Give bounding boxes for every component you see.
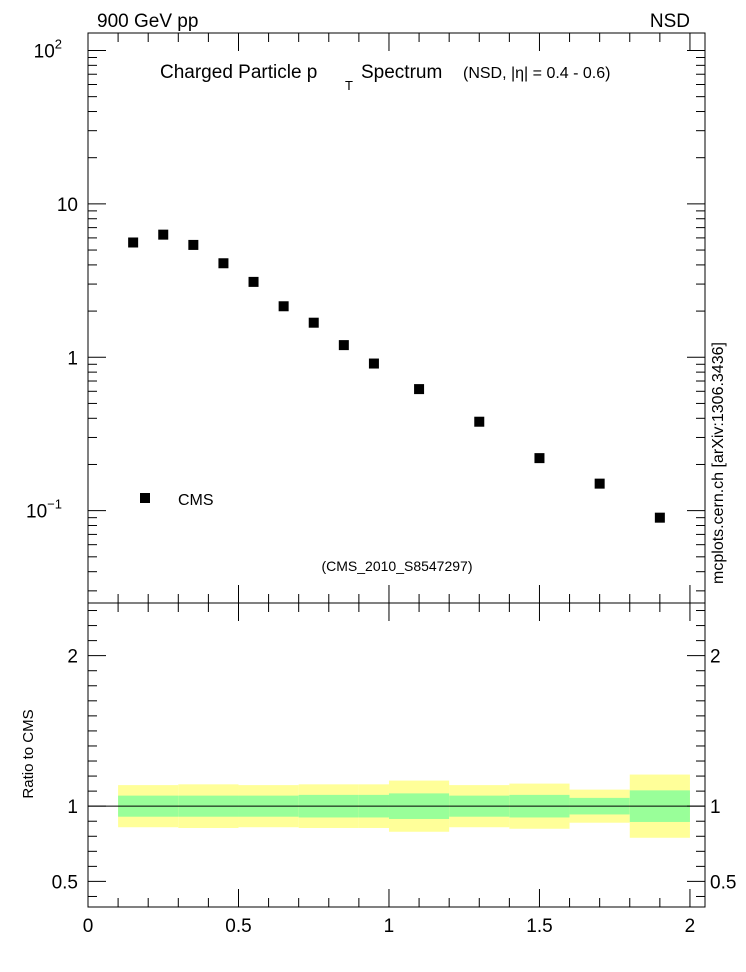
main-ytick-label: 10−1: [26, 497, 62, 523]
main-ytick-label: 10: [57, 195, 78, 216]
legend-marker: [140, 493, 150, 503]
data-point: [414, 384, 425, 395]
main-ytick-label: 1: [67, 348, 78, 369]
ratio-xtick-label: 2: [685, 916, 696, 937]
ratio-panel: 0.5 0.5 1 1 2 2 0 0.5 1 1.5 2 Ratio to CMS: [20, 602, 736, 937]
header-left: 900 GeV pp: [97, 11, 198, 32]
main-axis-ticks: 102 10 1 10−1: [26, 33, 705, 603]
data-point: [338, 340, 349, 351]
chart-title-subscript: T: [345, 78, 353, 93]
data-point: [534, 453, 545, 464]
ratio-bands: [88, 774, 705, 838]
ratio-ytick-label-left: 2: [67, 647, 78, 668]
data-point: [188, 239, 199, 250]
ratio-ylabel: Ratio to CMS: [20, 709, 37, 798]
chart-title: Charged Particle p: [160, 62, 317, 83]
data-point: [654, 512, 665, 523]
data-point: [248, 276, 259, 287]
data-point: [368, 358, 379, 369]
data-point: [594, 478, 605, 489]
ratio-ytick-label-right: 0.5: [710, 872, 736, 893]
watermark: mcplots.cern.ch [arXiv:1306.3436]: [710, 342, 727, 584]
header-right: NSD: [650, 11, 690, 32]
ratio-xtick-label: 1.5: [526, 916, 552, 937]
data-point: [474, 416, 485, 427]
ratio-ytick-label-left: 1: [67, 797, 78, 818]
data-point: [158, 229, 169, 240]
reference-label: (CMS_2010_S8547297): [322, 558, 473, 574]
data-point: [308, 317, 319, 328]
main-ytick-label: 102: [34, 36, 62, 62]
ratio-xtick-label: 0.5: [225, 916, 251, 937]
ratio-xtick-label: 0: [83, 916, 94, 937]
ratio-ytick-label-left: 0.5: [52, 872, 78, 893]
chart-title-extra: (NSD, |η| = 0.4 - 0.6): [463, 65, 610, 82]
ratio-ytick-label-right: 2: [710, 647, 721, 668]
chart-title-tail: Spectrum: [361, 62, 442, 83]
ratio-xtick-label: 1: [384, 916, 395, 937]
ratio-axis-ticks: 0.5 0.5 1 1 2 2 0 0.5 1 1.5 2: [52, 603, 736, 937]
main-panel: 102 10 1 10−1 Charged Particle p T Spectrum…: [26, 32, 706, 604]
data-point: [128, 237, 139, 248]
data-point: [278, 301, 289, 312]
main-data-points: [128, 229, 665, 523]
ratio-ytick-label-right: 1: [710, 797, 721, 818]
data-point: [218, 258, 229, 269]
main-frame: [87, 32, 706, 604]
ratio-frame: [87, 602, 706, 908]
legend-label: CMS: [178, 492, 214, 509]
